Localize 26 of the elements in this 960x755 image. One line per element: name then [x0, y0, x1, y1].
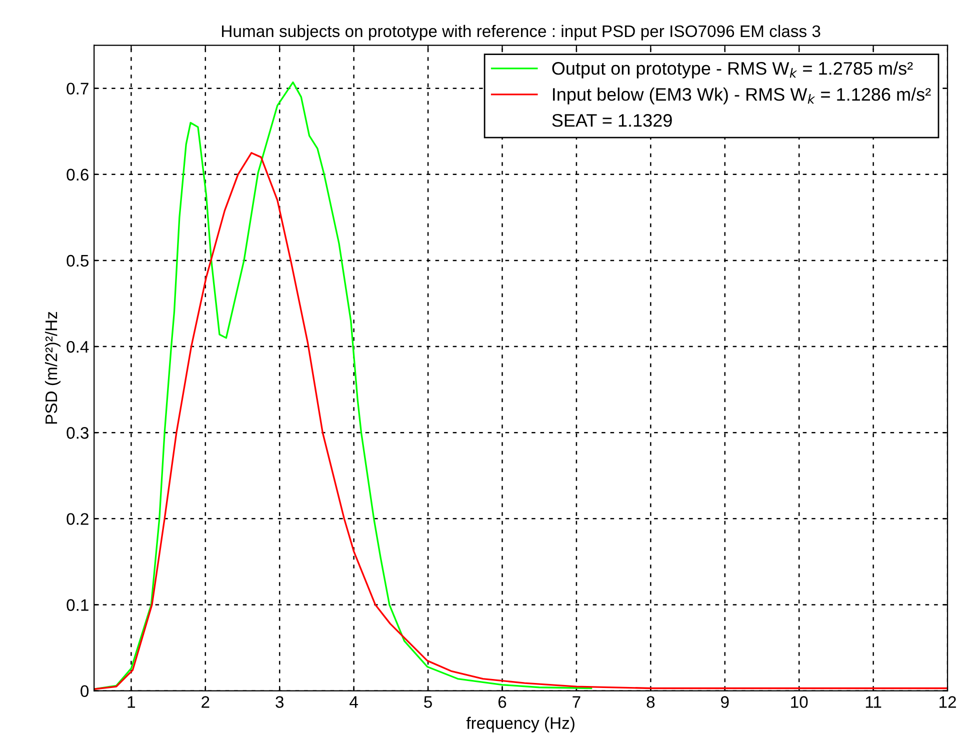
legend-label: Input below (EM3 Wk) - RMS W$_{k}$ = 1.1286 m/s² — [553, 88, 931, 104]
x-tick-label: 5 — [424, 696, 432, 708]
y-tick-label: 0.4 — [66, 340, 89, 353]
x-tick-label: 2 — [202, 696, 210, 708]
x-tick-label: 12 — [940, 696, 956, 708]
y-tick-label: 0.1 — [66, 599, 88, 611]
x-tick-label: 8 — [646, 696, 655, 708]
x-tick-label: 11 — [866, 696, 882, 708]
y-tick-label: 0.7 — [66, 82, 88, 95]
y-axis-title: PSD (m/2²)²/Hz — [44, 312, 60, 424]
y-tick-label: 0.3 — [66, 427, 88, 439]
y-tick-label: 0.6 — [66, 168, 88, 181]
chart-title: Human subjects on prototype with reference : input PSD per ISO7096 EM class 3 — [222, 24, 820, 40]
x-axis-title: frequency (Hz) — [466, 716, 574, 732]
y-tick-label: 0 — [80, 685, 89, 698]
x-tick-label: 4 — [350, 696, 358, 708]
x-tick-label: 1 — [128, 696, 136, 708]
legend-label: Output on prototype - RMS W$_{k}$ = 1.2785 m/s² — [552, 62, 913, 78]
x-tick-label: 9 — [721, 696, 729, 708]
x-tick-label: 7 — [572, 696, 580, 708]
x-tick-label: 6 — [498, 696, 506, 708]
y-tick-label: 0.2 — [66, 513, 88, 525]
x-tick-label: 10 — [791, 696, 808, 708]
y-tick-label: 0.5 — [66, 254, 89, 267]
annotation: SEAT = 1.1329 — [552, 114, 672, 127]
x-tick-label: 3 — [276, 696, 284, 708]
